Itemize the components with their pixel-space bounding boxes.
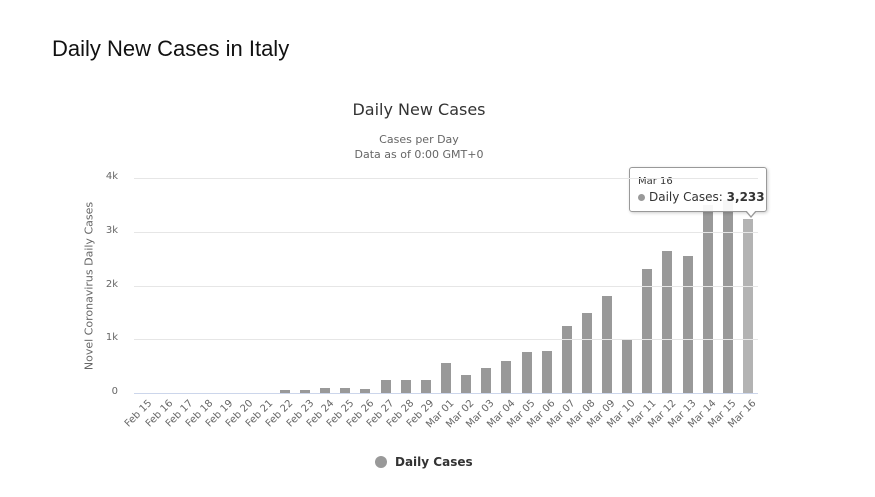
chart-title: Daily New Cases bbox=[352, 100, 486, 119]
bar-mar-11[interactable] bbox=[642, 268, 653, 393]
tooltip-pointer-fill bbox=[746, 210, 756, 216]
gridline bbox=[134, 178, 758, 179]
tooltip-date: Mar 16 bbox=[638, 176, 673, 187]
tooltip-value: 3,233 bbox=[726, 190, 765, 204]
bar-mar-12[interactable] bbox=[662, 250, 673, 393]
page-title: Daily New Cases in Italy bbox=[52, 36, 290, 61]
gridline bbox=[134, 285, 758, 287]
y-tick-label: 4k bbox=[105, 171, 118, 182]
chart-subtitle-date: Data as of 0:00 GMT+0 bbox=[354, 148, 484, 161]
bar-mar-08[interactable] bbox=[581, 312, 592, 393]
bar-feb-22[interactable] bbox=[279, 389, 290, 393]
y-tick-label: 3k bbox=[105, 224, 118, 236]
bar-feb-25[interactable] bbox=[340, 388, 351, 393]
bar-feb-28[interactable] bbox=[400, 380, 411, 393]
y-tick-label: 0 bbox=[111, 386, 118, 397]
bar-mar-10[interactable] bbox=[622, 340, 633, 393]
chart-subtitle: Cases per Day bbox=[379, 133, 459, 146]
bar-mar-16[interactable] bbox=[742, 219, 753, 393]
legend-item-daily-cases[interactable]: Daily Cases bbox=[375, 455, 473, 469]
tooltip-series: Daily Cases: bbox=[649, 190, 727, 204]
bar-mar-03[interactable] bbox=[481, 367, 492, 393]
legend-marker-icon bbox=[375, 456, 387, 468]
y-tick-label: 1k bbox=[105, 332, 118, 344]
tooltip-marker-icon bbox=[638, 194, 645, 201]
gridline bbox=[134, 339, 758, 341]
legend-label: Daily Cases bbox=[395, 455, 473, 469]
bar-mar-05[interactable] bbox=[521, 351, 532, 393]
bar-feb-29[interactable] bbox=[420, 380, 431, 393]
bar-feb-26[interactable] bbox=[360, 388, 371, 393]
bar-mar-06[interactable] bbox=[541, 351, 552, 393]
bar-mar-04[interactable] bbox=[501, 361, 512, 393]
gridline bbox=[134, 231, 758, 233]
bar-feb-27[interactable] bbox=[380, 379, 391, 393]
bar-feb-23[interactable] bbox=[300, 390, 311, 393]
tooltip: Mar 16 Daily Cases: 3,233 bbox=[629, 167, 767, 212]
y-tick-label: 2k bbox=[105, 278, 118, 290]
bar-mar-15[interactable] bbox=[722, 200, 733, 393]
bar-mar-09[interactable] bbox=[602, 296, 613, 393]
bar-feb-24[interactable] bbox=[320, 387, 331, 393]
bar-mar-07[interactable] bbox=[561, 325, 572, 393]
bar-mar-02[interactable] bbox=[461, 374, 472, 393]
x-axis-line bbox=[134, 393, 758, 394]
bar-mar-01[interactable] bbox=[441, 362, 451, 393]
bar-mar-14[interactable] bbox=[702, 205, 713, 393]
bar-mar-13[interactable] bbox=[682, 256, 693, 393]
